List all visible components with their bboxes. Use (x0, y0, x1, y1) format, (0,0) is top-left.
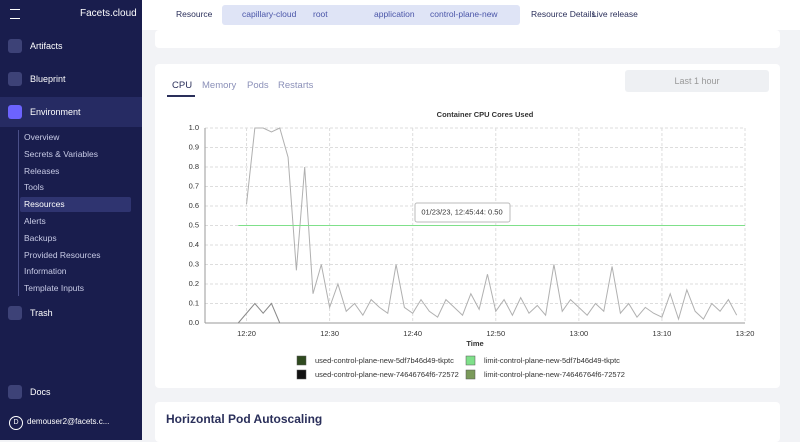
tooltip (414, 202, 511, 223)
sub-nav-item[interactable]: Template Inputs (24, 283, 85, 294)
sub-nav-item[interactable]: Releases (24, 165, 60, 176)
y-tick-label: 0.1 (189, 298, 199, 307)
breadcrumb-item[interactable]: Resource Details (531, 9, 596, 19)
sub-nav-item[interactable]: Resources (24, 199, 65, 210)
icon (8, 306, 22, 320)
top-bar: Resource capillary-cloud root application co… (142, 0, 800, 30)
breadcrumb-item[interactable]: capillary-cloud (242, 9, 297, 19)
hpa-card: Horizontal Pod Autoscaling (155, 402, 780, 442)
sub-nav-item[interactable]: Information (24, 266, 67, 277)
sub-bar (18, 130, 19, 296)
sub-nav-item[interactable]: Tools (24, 182, 44, 193)
legend-swatch (296, 369, 307, 380)
sub-nav-item[interactable]: Secrets & Variables (24, 148, 99, 159)
y-tick-label: 0.5 (189, 220, 199, 229)
nav-item[interactable]: Trash (8, 305, 53, 321)
tab[interactable]: Memory (202, 80, 237, 91)
legend-label: limit-control-plane-new-5df7b46d49-tkptc (484, 356, 620, 365)
x-tick-label: 13:20 (736, 329, 755, 338)
breadcrumb-item[interactable]: root (313, 9, 328, 19)
label: Trash (30, 308, 53, 318)
x-axis-label: Time (466, 339, 483, 348)
series-line (237, 302, 281, 324)
tab[interactable]: Restarts (278, 80, 314, 91)
sidebar: Facets.cloud Artifacts Blueprint Environ… (0, 0, 142, 440)
legend-label: limit-control-plane-new-74646764f6-72572 (484, 370, 625, 379)
sub-nav-item[interactable]: Overview (24, 132, 60, 142)
icon (8, 72, 22, 86)
icon (8, 385, 22, 399)
chart-title: Container CPU Cores Used (437, 110, 534, 119)
nav-item[interactable]: Artifacts (8, 38, 63, 54)
label: Docs (30, 387, 51, 397)
avatar: D (9, 416, 23, 430)
breadcrumb-item[interactable]: Resource (176, 9, 213, 19)
y-tick-label: 0.6 (189, 201, 199, 210)
x-tick-label: 12:40 (403, 329, 422, 338)
y-tick-label: 0.7 (189, 181, 199, 190)
nav-item[interactable]: Environment (8, 104, 81, 120)
breadcrumb-item[interactable]: Live release (592, 9, 638, 19)
legend-label: used-control-plane-new-74646764f6-72572 (315, 370, 459, 379)
selected-bg (20, 197, 131, 212)
tooltip-text: 01/23/23, 12:45:44: 0.50 (421, 207, 502, 216)
time-range[interactable]: Last 1 hour (625, 70, 769, 92)
series-line (246, 127, 738, 321)
y-tick-label: 0.8 (189, 162, 199, 171)
label: Blueprint (30, 74, 66, 84)
legend-swatch (465, 355, 476, 366)
x-tick-label: 12:30 (320, 329, 339, 338)
nav-item[interactable]: Blueprint (8, 71, 66, 87)
sub-nav-item[interactable]: Backups (24, 232, 57, 243)
y-tick-label: 1.0 (189, 123, 199, 132)
x-tick-label: 12:20 (237, 329, 256, 338)
label: Artifacts (30, 41, 63, 51)
breadcrumb-item[interactable]: control-plane-new (430, 9, 498, 19)
icon (8, 39, 22, 53)
legend-swatch (296, 355, 307, 366)
tab[interactable]: Pods (247, 80, 269, 91)
pill (222, 5, 520, 25)
x-tick-label: 13:10 (653, 329, 672, 338)
legend-label: used-control-plane-new-5df7b46d49-tkptc (315, 356, 454, 365)
user-email: demouser2@facets.c... (27, 417, 110, 426)
menu-icon[interactable] (10, 9, 20, 19)
y-tick-label: 0.4 (189, 240, 199, 249)
breadcrumb-item[interactable]: application (374, 9, 415, 19)
section-title: Horizontal Pod Autoscaling (166, 412, 323, 426)
label: Environment (30, 107, 81, 117)
chart-card: Last 1 hour Container CPU Cores Used 0.0 0… (155, 64, 780, 388)
nav-item[interactable]: Docs (8, 384, 51, 400)
sub-nav-item[interactable]: Alerts (24, 216, 46, 226)
chart: Container CPU Cores Used 0.0 0.1 0.2 0.3 0.4 0… (189, 110, 755, 380)
y-tick-label: 0.2 (189, 279, 199, 288)
card (155, 30, 780, 48)
tab[interactable]: CPU (172, 80, 193, 91)
x-tick-label: 13:00 (569, 329, 588, 338)
y-tick-label: 0.9 (189, 142, 199, 151)
tab-underline (167, 95, 195, 97)
brand: Facets.cloud (80, 8, 137, 19)
y-tick-label: 0.0 (189, 318, 199, 327)
sub-nav-item[interactable]: Provided Resources (24, 249, 101, 260)
icon (8, 105, 22, 119)
y-tick-label: 0.3 (189, 259, 199, 268)
env-highlight (0, 97, 142, 127)
x-tick-label: 12:50 (486, 329, 505, 338)
legend-swatch (465, 369, 476, 380)
